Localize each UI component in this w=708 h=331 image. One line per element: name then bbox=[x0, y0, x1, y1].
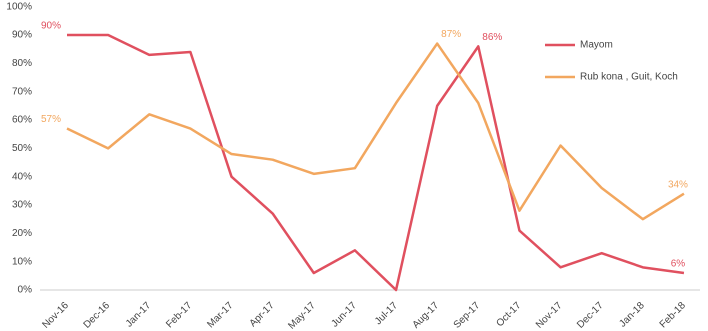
data-label: 86% bbox=[482, 32, 502, 43]
y-tick-label: 80% bbox=[12, 58, 32, 69]
y-tick-label: 0% bbox=[18, 285, 33, 296]
y-tick-label: 70% bbox=[12, 86, 32, 97]
y-tick-label: 30% bbox=[12, 200, 32, 211]
legend-label: Mayom bbox=[580, 40, 613, 51]
legend-label: Rub kona , Guit, Koch bbox=[580, 72, 678, 83]
y-tick-label: 60% bbox=[12, 115, 32, 126]
x-tick-label: Jan-17 bbox=[124, 300, 154, 330]
series-line bbox=[67, 33, 685, 292]
x-tick-label: Nov-17 bbox=[534, 300, 565, 331]
x-tick-label: Jul-17 bbox=[373, 300, 400, 327]
x-tick-label: Dec-16 bbox=[82, 300, 113, 331]
x-tick-label: Aug-17 bbox=[411, 300, 442, 331]
x-tick-label: Jan-18 bbox=[617, 300, 647, 330]
data-label: 90% bbox=[41, 21, 61, 32]
y-tick-label: 90% bbox=[12, 30, 32, 41]
x-tick-label: May-17 bbox=[286, 300, 318, 331]
data-label: 57% bbox=[41, 114, 61, 125]
x-tick-label: Apr-17 bbox=[248, 300, 277, 329]
series-line bbox=[66, 42, 685, 221]
x-tick-label: Dec-17 bbox=[575, 300, 606, 331]
x-tick-label: Feb-18 bbox=[658, 300, 688, 330]
data-label: 6% bbox=[671, 259, 686, 270]
x-tick-label: Jun-17 bbox=[329, 300, 359, 330]
x-tick-label: Feb-17 bbox=[164, 300, 194, 330]
x-tick-label: Nov-16 bbox=[40, 300, 71, 331]
x-tick-label: Oct-17 bbox=[494, 300, 523, 329]
y-tick-label: 20% bbox=[12, 228, 32, 239]
data-label: 34% bbox=[668, 179, 688, 190]
y-tick-label: 100% bbox=[6, 1, 32, 12]
data-label: 87% bbox=[441, 29, 461, 40]
x-tick-label: Mar-17 bbox=[205, 300, 235, 330]
y-tick-label: 40% bbox=[12, 171, 32, 182]
y-tick-label: 10% bbox=[12, 256, 32, 267]
y-tick-label: 50% bbox=[12, 143, 32, 154]
x-tick-label: Sep-17 bbox=[452, 300, 483, 331]
